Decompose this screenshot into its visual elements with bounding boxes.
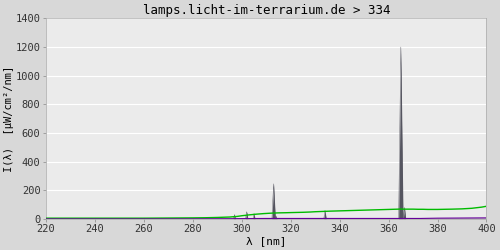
X-axis label: λ [nm]: λ [nm]: [246, 236, 286, 246]
Title: lamps.licht-im-terrarium.de > 334: lamps.licht-im-terrarium.de > 334: [142, 4, 390, 17]
Y-axis label: I(λ)  [µW/cm²/nm]: I(λ) [µW/cm²/nm]: [4, 66, 14, 172]
